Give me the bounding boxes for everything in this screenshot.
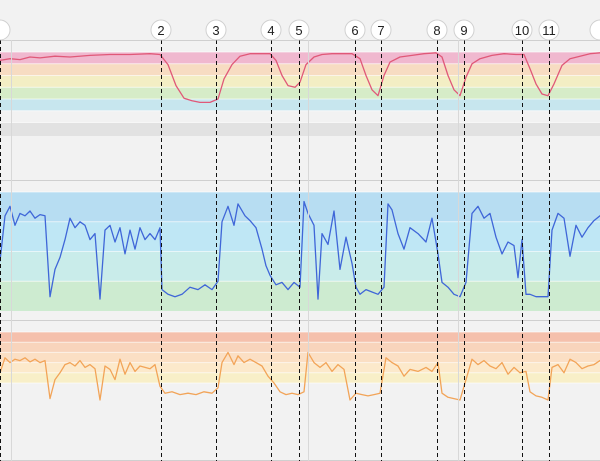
zone-band-top-6 (0, 122, 600, 136)
lap-marker-label: 4 (267, 23, 274, 38)
lap-marker-badge[interactable] (589, 19, 600, 41)
lap-marker-2[interactable]: 2 (150, 19, 172, 461)
lap-marker-9[interactable]: 9 (453, 19, 475, 461)
lap-marker-badge[interactable] (426, 19, 448, 41)
lap-marker-label: 11 (542, 23, 556, 38)
lap-marker-8[interactable]: 8 (426, 19, 448, 461)
lap-marker-4[interactable]: 4 (260, 19, 282, 461)
lap-marker-0[interactable] (0, 19, 11, 461)
lap-marker-badge[interactable] (0, 19, 11, 41)
lap-marker-label: 6 (351, 23, 358, 38)
lap-marker-label: 7 (377, 23, 384, 38)
lap-marker-7[interactable]: 7 (370, 19, 392, 461)
series-line-top-0 (0, 52, 600, 104)
lap-marker-label: 8 (433, 23, 440, 38)
lap-marker-5[interactable]: 5 (288, 19, 310, 461)
lap-marker-badge[interactable] (344, 19, 366, 41)
lap-marker-10[interactable]: 10 (511, 19, 533, 461)
zone-band-top-3 (0, 87, 600, 100)
lap-marker-badge[interactable] (453, 19, 475, 41)
lap-marker-label: 10 (515, 23, 529, 38)
lap-marker-3[interactable]: 3 (205, 19, 227, 461)
lap-marker-badge[interactable] (288, 19, 310, 41)
series-line-middle-0 (0, 200, 600, 300)
lap-marker-badge[interactable] (538, 19, 560, 41)
lap-marker-11[interactable]: 11 (538, 19, 560, 461)
series-line-bottom-0 (0, 351, 600, 401)
lap-marker-badge[interactable] (205, 19, 227, 41)
lap-marker-badge[interactable] (370, 19, 392, 41)
zone-band-bottom-3 (0, 362, 600, 373)
lap-marker-6[interactable]: 6 (344, 19, 366, 461)
lap-marker-label: 2 (157, 23, 164, 38)
lap-marker-badge[interactable] (150, 19, 172, 41)
lap-marker-badge[interactable] (260, 19, 282, 41)
lap-marker-label: 3 (212, 23, 219, 38)
zone-band-top-5 (0, 110, 600, 123)
lap-marker-label: 9 (460, 23, 467, 38)
lap-marker-badge[interactable] (511, 19, 533, 41)
lap-marker-label: 5 (295, 23, 302, 38)
zone-band-bottom-1 (0, 342, 600, 353)
lap-marker-11[interactable] (589, 19, 600, 461)
